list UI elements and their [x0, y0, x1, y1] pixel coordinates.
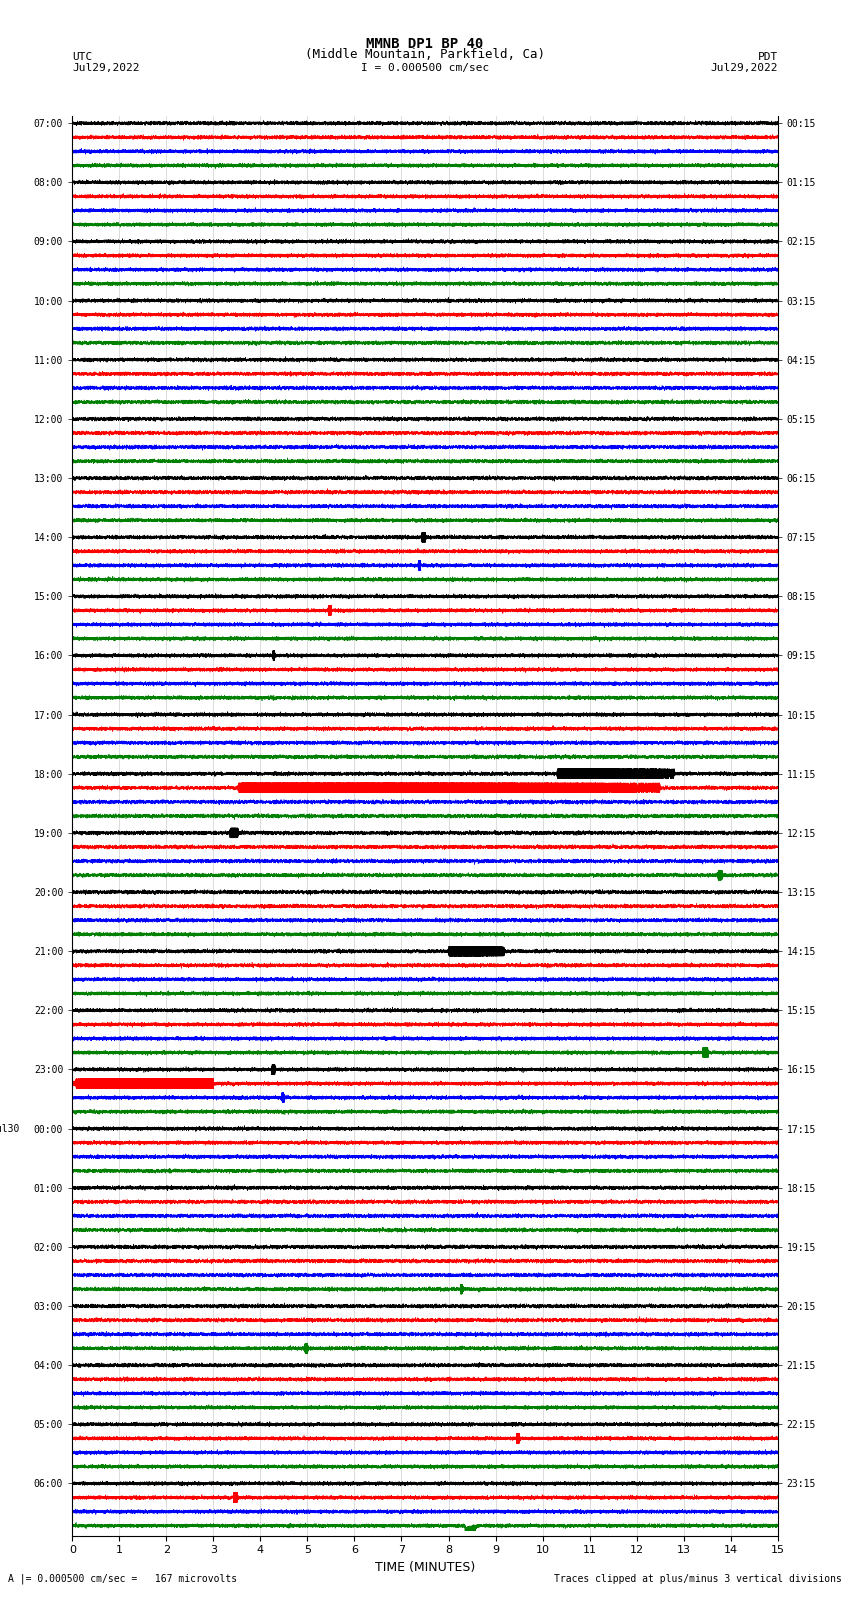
Text: I = 0.000500 cm/sec: I = 0.000500 cm/sec	[361, 63, 489, 73]
Text: PDT: PDT	[757, 52, 778, 61]
Text: Traces clipped at plus/minus 3 vertical divisions: Traces clipped at plus/minus 3 vertical …	[553, 1574, 842, 1584]
Text: A |= 0.000500 cm/sec =   167 microvolts: A |= 0.000500 cm/sec = 167 microvolts	[8, 1573, 238, 1584]
Text: MMNB DP1 BP 40: MMNB DP1 BP 40	[366, 37, 484, 52]
Text: UTC: UTC	[72, 52, 93, 61]
Text: Jul29,2022: Jul29,2022	[72, 63, 139, 73]
X-axis label: TIME (MINUTES): TIME (MINUTES)	[375, 1561, 475, 1574]
Text: (Middle Mountain, Parkfield, Ca): (Middle Mountain, Parkfield, Ca)	[305, 48, 545, 61]
Text: Jul29,2022: Jul29,2022	[711, 63, 778, 73]
Text: Jul30: Jul30	[0, 1124, 20, 1134]
